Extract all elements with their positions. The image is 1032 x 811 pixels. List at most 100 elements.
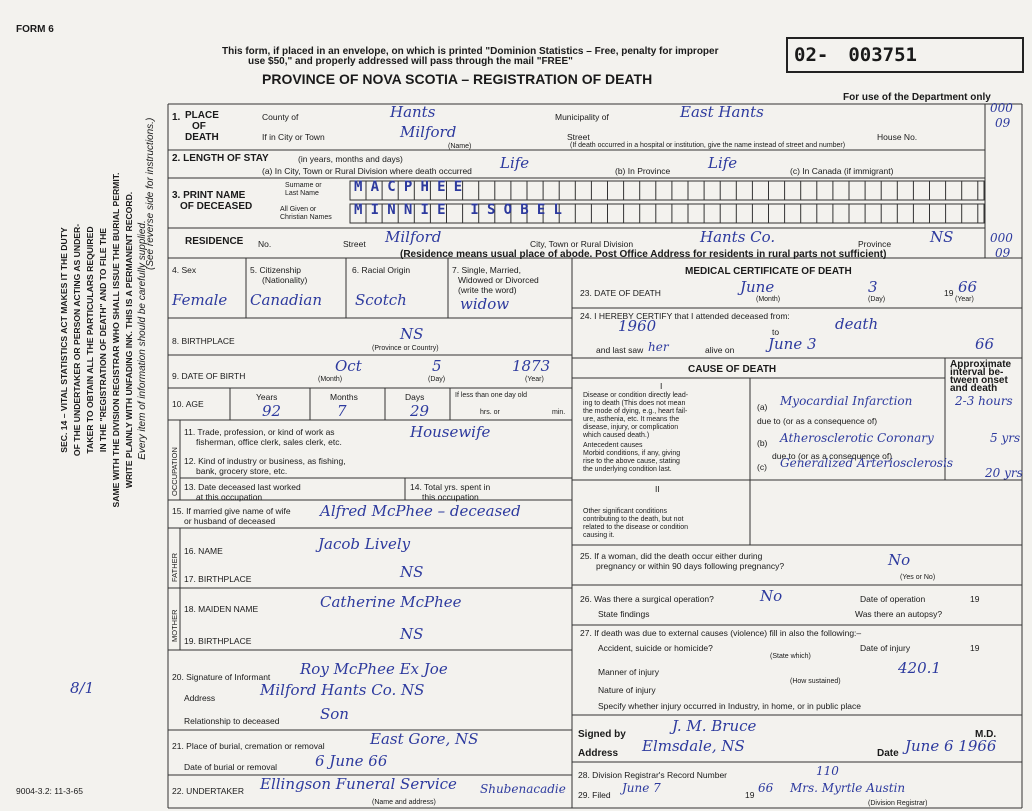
section-title: MEDICAL CERTIFICATE OF DEATH <box>685 266 852 277</box>
entry: widow <box>460 295 510 313</box>
entry: 110 <box>816 764 839 778</box>
field-label: OF <box>192 121 206 132</box>
department-code: 09 <box>995 116 1011 130</box>
field-label: 12. Kind of industry or business, as fis… <box>184 456 346 466</box>
field-label: Street <box>343 239 366 249</box>
field-label: Was there an autopsy? <box>855 609 943 619</box>
entry: Hants <box>390 103 436 121</box>
field-label: Christian Names <box>280 214 332 221</box>
entry: Canadian <box>250 291 323 309</box>
field-label: 23. DATE OF DEATH <box>580 288 661 298</box>
entry: 29 <box>410 402 430 420</box>
field-label: ure, asthenia, etc. It means the <box>583 416 680 423</box>
entry: Mrs. Myrtle Austin <box>790 781 906 795</box>
field-label: due to (or as a consequence of) <box>757 416 878 426</box>
entry: Roy McPhee Ex Joe <box>300 660 448 678</box>
field-label: Surname or <box>285 182 322 189</box>
entry: 20 yrs <box>985 466 1023 480</box>
field-label: City, Town or Rural Division <box>530 239 634 249</box>
field-label: 2. LENGTH OF STAY <box>172 153 269 164</box>
note: (Month) <box>756 296 781 303</box>
entry: Milford <box>385 228 442 246</box>
field-label: 21. Place of burial, cremation or remova… <box>172 741 325 751</box>
field-label: 16. NAME <box>184 546 223 556</box>
entry: 1873 <box>512 357 551 375</box>
entry: 92 <box>262 402 282 420</box>
field-label: min. <box>552 409 566 416</box>
field-label: Last Name <box>285 190 319 197</box>
field-label: OF DECEASED <box>180 201 253 212</box>
field-label: pregnancy or within 90 days following pr… <box>596 561 785 571</box>
note: (Residence means usual place of abode. P… <box>400 249 887 260</box>
entry: East Hants <box>680 103 764 121</box>
entry: No <box>888 551 911 569</box>
rule-line <box>349 180 985 201</box>
entry: Housewife <box>410 423 491 441</box>
field-label: Street <box>567 132 590 142</box>
field-label: 9. DATE OF BIRTH <box>172 371 246 381</box>
entry: 66 <box>958 278 978 296</box>
field-label: 11. Trade, profession, or kind of work a… <box>184 427 335 437</box>
field-label: 20. Signature of Informant <box>172 672 271 682</box>
field-label: rise to the above cause, stating <box>583 458 680 465</box>
field-label: 24. I HEREBY CERTIFY that I attended dec… <box>580 311 790 321</box>
field-label: 14. Total yrs. spent in <box>410 482 491 492</box>
field-label: DEATH <box>185 132 219 143</box>
entry: Female <box>172 291 228 309</box>
field-label: II <box>655 484 660 494</box>
entry: Oct <box>335 357 362 375</box>
department-code: 000 <box>990 101 1013 115</box>
entry: Ellingson Funeral Service <box>260 775 457 793</box>
field-label: Date of burial or removal <box>184 762 278 772</box>
field-label: 13. Date deceased last worked <box>184 482 301 492</box>
margin-note: 8/1 <box>70 679 95 697</box>
entry: June 6 1966 <box>905 737 997 755</box>
entry: Son <box>320 705 349 723</box>
field-label: 19 <box>944 288 954 298</box>
field-label: 8. BIRTHPLACE <box>172 336 235 346</box>
note: (Division Registrar) <box>868 800 928 807</box>
note: (Month) <box>318 376 343 383</box>
note: (Yes or No) <box>900 574 936 581</box>
field-label: (write the word) <box>458 285 517 295</box>
field-label: disease, injury, or complication <box>583 424 679 431</box>
field-label: 29. Filed <box>578 790 611 800</box>
entry: June 7 <box>622 781 661 795</box>
field-label: Years <box>256 392 278 402</box>
field-label: 6. Racial Origin <box>352 265 411 275</box>
side-label: OCCUPATION <box>170 447 179 496</box>
field-label: If in City or Town <box>262 132 325 142</box>
field-label: 4. Sex <box>172 265 197 275</box>
field-label: I <box>660 381 663 391</box>
field-label: Date of operation <box>860 594 926 604</box>
entry: Milford <box>400 123 457 141</box>
field-label: Antecedent causes <box>583 442 643 449</box>
department-code: 000 <box>990 231 1013 245</box>
entry: Scotch <box>355 291 407 309</box>
entry: 3 <box>868 278 878 296</box>
field-label: 19. BIRTHPLACE <box>184 636 252 646</box>
field-label: fisherman, office clerk, sales clerk, et… <box>196 437 342 447</box>
entry: Elmsdale, NS <box>642 737 745 755</box>
field-label: which caused death.) <box>583 432 650 439</box>
field-label: State findings <box>598 609 650 619</box>
entry: 66 <box>758 781 774 795</box>
field-label: 3. PRINT NAME <box>172 190 246 201</box>
notice: use $50," and properly addressed will pa… <box>248 56 573 67</box>
note: (Year) <box>955 296 974 303</box>
field-label: tween onset <box>950 375 1008 386</box>
form-title: PROVINCE OF NOVA SCOTIA – REGISTRATION O… <box>262 71 653 87</box>
entry: Shubenacadie <box>480 782 566 796</box>
field-label: bank, grocery store, etc. <box>196 466 288 476</box>
field-label: Days <box>405 392 425 402</box>
entry: 1960 <box>618 317 657 335</box>
note: (Province or Country) <box>372 345 439 352</box>
letter-cells <box>365 181 979 223</box>
field-label: 7. Single, Married, <box>452 265 521 275</box>
entry: 6 June 66 <box>315 752 388 770</box>
field-label: 19 <box>745 790 755 800</box>
note: (State which) <box>770 653 811 660</box>
field-label: Morbid conditions, if any, giving <box>583 450 681 457</box>
field-label: 27. If death was due to external causes … <box>580 628 862 638</box>
